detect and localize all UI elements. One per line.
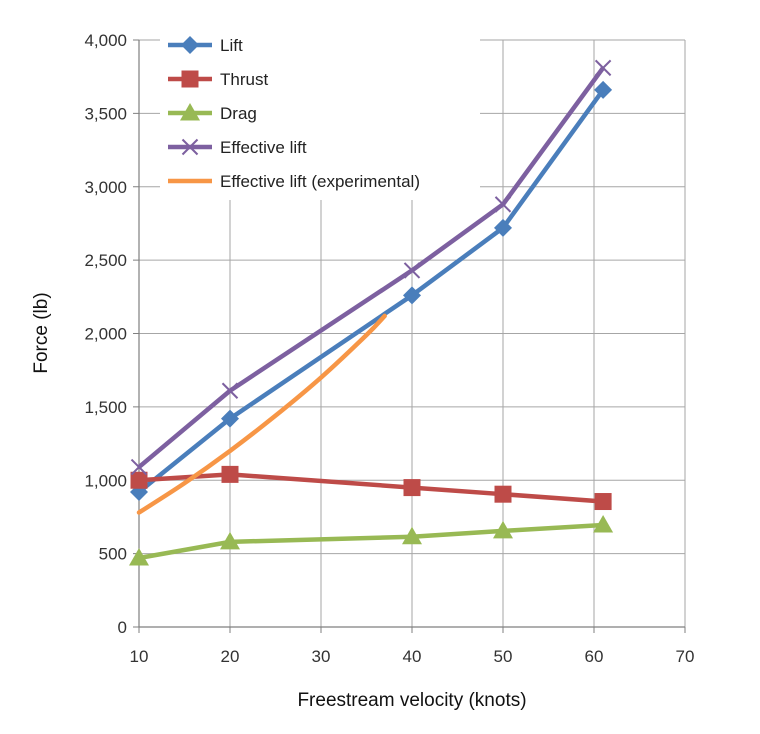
- y-tick-label: 2,500: [84, 251, 127, 270]
- lift-point: [594, 80, 613, 99]
- x-tick-label: 20: [221, 647, 240, 666]
- drag-line: [138, 522, 604, 561]
- thrust-point: [594, 493, 612, 511]
- legend-item-effective-lift-experimental: Effective lift (experimental): [168, 172, 420, 191]
- drag-point: [129, 548, 149, 566]
- marker-stroke: [403, 262, 421, 279]
- effective-lift-point: [594, 59, 612, 77]
- legend: Lift Thrust Drag Effective lift Effective li…: [160, 28, 480, 200]
- y-tick-label: 2,000: [84, 325, 127, 344]
- thrust-line: [138, 472, 604, 504]
- legend-label: Effective lift (experimental): [220, 172, 420, 191]
- effective-lift-experimental-line: [136, 313, 387, 515]
- thrust-point: [494, 485, 512, 503]
- series-group: [129, 59, 614, 566]
- series-thrust: [130, 465, 612, 511]
- y-tick-label: 500: [99, 545, 127, 564]
- legend-item-effective-lift: Effective lift: [168, 138, 307, 157]
- marker-stroke: [494, 196, 512, 213]
- x-tick-label: 70: [676, 647, 695, 666]
- legend-swatch-marker: [181, 36, 199, 54]
- legend-label: Lift: [220, 36, 243, 55]
- effective-lift-point: [221, 382, 239, 399]
- legend-swatch-marker: [181, 138, 199, 156]
- legend-label: Drag: [220, 104, 257, 123]
- legend-swatch-marker: [180, 103, 200, 121]
- legend-swatch-marker: [181, 70, 199, 88]
- drag-point: [402, 526, 422, 545]
- x-tick-label: 10: [130, 647, 149, 666]
- lift-point: [221, 409, 239, 428]
- marker-stroke: [130, 458, 148, 476]
- y-tick-label: 3,000: [84, 178, 127, 197]
- marker-stroke: [221, 382, 239, 399]
- legend-background: [160, 28, 480, 200]
- drag-point: [220, 531, 240, 550]
- legend-item-lift: Lift: [168, 36, 243, 55]
- marker-stroke: [181, 138, 199, 156]
- effective-lift-point: [403, 262, 421, 279]
- marker-stroke: [594, 59, 612, 77]
- y-tick-label: 1,000: [84, 471, 127, 490]
- y-tick-label: 3,500: [84, 104, 127, 123]
- x-tick-label: 50: [494, 647, 513, 666]
- legend-item-thrust: Thrust: [168, 70, 268, 89]
- y-axis-title: Force (lb): [31, 292, 52, 373]
- y-tick-label: 1,500: [84, 398, 127, 417]
- series-drag: [129, 515, 614, 566]
- thrust-point: [403, 479, 421, 497]
- thrust-point: [130, 471, 148, 489]
- lift-point: [403, 286, 421, 305]
- effective-lift-point: [130, 458, 148, 476]
- drag-point: [493, 520, 513, 539]
- legend-label: Effective lift: [220, 138, 307, 157]
- legend-item-drag: Drag: [168, 103, 257, 123]
- series-effective-lift-experimental: [136, 313, 387, 515]
- series-effective-lift: [130, 59, 612, 476]
- y-tick-label: 4,000: [84, 31, 127, 50]
- thrust-point: [221, 465, 239, 483]
- effective-lift-point: [494, 196, 512, 213]
- axes: 0 500 1,000 1,500 2,000 2,500 3,000 3,500 4,000 1…: [84, 31, 694, 666]
- legend-label: Thrust: [220, 70, 268, 89]
- x-tick-label: 40: [403, 647, 422, 666]
- lift-point: [494, 218, 512, 237]
- drag-point: [593, 515, 614, 533]
- x-tick-label: 60: [585, 647, 604, 666]
- x-tick-label: 30: [312, 647, 331, 666]
- y-tick-label: 0: [118, 618, 127, 637]
- x-axis-title: Freestream velocity (knots): [297, 690, 526, 711]
